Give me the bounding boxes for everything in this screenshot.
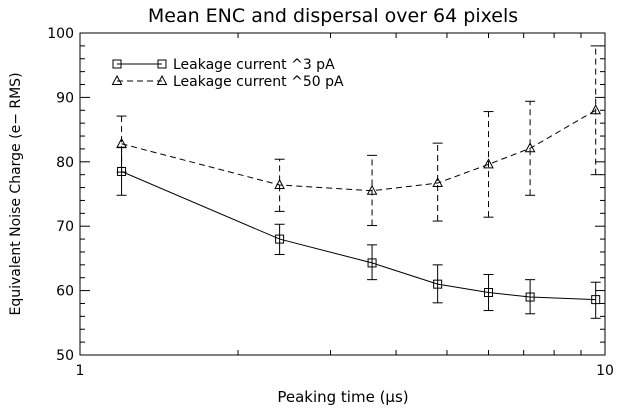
y-tick-label: 90 — [56, 90, 74, 106]
legend-label: Leakage current ^50 pA — [173, 74, 344, 90]
data-point — [483, 158, 494, 169]
legend-marker — [112, 59, 122, 69]
x-axis-label: Peaking time (μs) — [277, 388, 408, 406]
legend-marker — [111, 74, 123, 85]
series-line — [121, 171, 596, 301]
y-tick-label: 100 — [47, 26, 74, 42]
chart-title: Mean ENC and dispersal over 64 pixels — [148, 5, 518, 27]
data-point — [366, 184, 378, 195]
data-point — [525, 292, 535, 302]
y-tick-label: 60 — [56, 284, 74, 300]
series-layer — [116, 45, 602, 319]
legend-marker — [157, 59, 167, 69]
legend-marker — [156, 74, 168, 85]
data-point — [432, 176, 443, 188]
y-axis-label: Equivalent Noise Charge (e− RMS) — [8, 72, 24, 315]
plot-frame — [79, 32, 606, 356]
data-point — [524, 142, 536, 153]
data-point — [116, 137, 127, 148]
legend-label: Leakage current ^3 pA — [173, 57, 335, 73]
y-tick-label: 70 — [56, 219, 74, 235]
x-tick-label: 1 — [76, 363, 85, 379]
data-point — [590, 104, 602, 115]
x-tick-label: 10 — [596, 363, 614, 379]
series-1 — [116, 147, 601, 319]
data-point — [367, 258, 377, 268]
data-point — [433, 279, 443, 289]
series-line — [121, 109, 596, 192]
data-point — [275, 234, 285, 244]
y-tick-label: 80 — [56, 155, 74, 171]
series-2 — [116, 45, 602, 227]
y-tick-label: 50 — [56, 348, 74, 364]
data-point — [591, 295, 601, 305]
data-point — [274, 178, 285, 189]
data-point — [484, 288, 494, 298]
